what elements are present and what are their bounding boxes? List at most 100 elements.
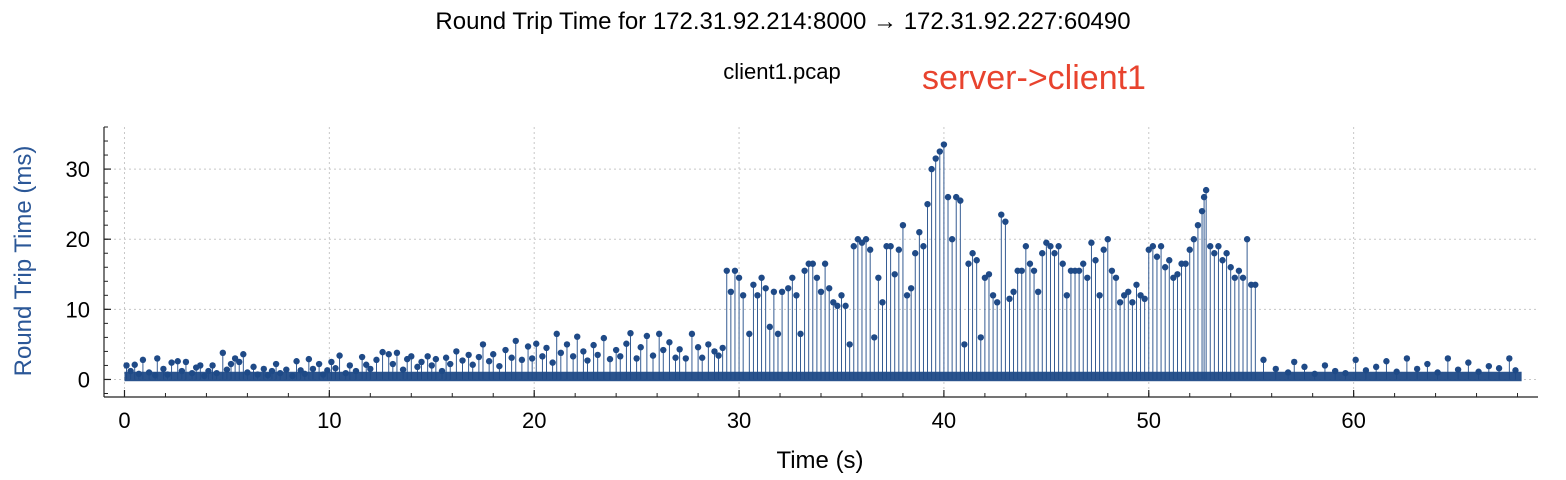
data-point bbox=[1506, 355, 1513, 362]
data-point bbox=[197, 362, 204, 369]
data-point bbox=[940, 141, 948, 148]
data-point bbox=[315, 360, 323, 368]
data-point bbox=[606, 355, 614, 363]
data-point bbox=[727, 288, 735, 296]
data-point bbox=[154, 355, 161, 362]
y-tick-label: 0 bbox=[78, 367, 90, 392]
data-point bbox=[785, 285, 792, 292]
data-point bbox=[553, 330, 560, 338]
data-point bbox=[719, 344, 726, 352]
data-point bbox=[993, 299, 1001, 306]
y-tick-label: 10 bbox=[66, 297, 90, 322]
data-point bbox=[948, 236, 956, 243]
data-point bbox=[447, 360, 454, 368]
data-point bbox=[1227, 264, 1234, 271]
data-point bbox=[1200, 193, 1208, 201]
data-point bbox=[260, 365, 267, 373]
data-point bbox=[1231, 274, 1239, 281]
data-point bbox=[846, 341, 853, 348]
data-point bbox=[688, 330, 696, 338]
data-point bbox=[1006, 295, 1013, 303]
data-point bbox=[1096, 292, 1103, 299]
data-point bbox=[563, 341, 571, 348]
data-point bbox=[793, 292, 800, 299]
data-point bbox=[442, 354, 450, 361]
data-point bbox=[528, 355, 536, 362]
data-point bbox=[969, 250, 976, 257]
data-point bbox=[754, 292, 761, 299]
data-point bbox=[305, 355, 313, 363]
data-point bbox=[508, 354, 515, 361]
data-point bbox=[821, 260, 829, 267]
data-point bbox=[569, 353, 577, 360]
data-point bbox=[131, 361, 138, 368]
data-point bbox=[612, 346, 620, 354]
data-point bbox=[1084, 274, 1091, 281]
data-point bbox=[1047, 243, 1054, 250]
data-point bbox=[1243, 236, 1251, 243]
data-point bbox=[1030, 267, 1038, 274]
data-point bbox=[1186, 246, 1193, 253]
data-point bbox=[903, 292, 911, 299]
data-point bbox=[518, 356, 526, 364]
data-point bbox=[936, 148, 944, 155]
data-point bbox=[1166, 257, 1173, 264]
data-point bbox=[1153, 253, 1161, 260]
data-point bbox=[676, 346, 683, 353]
data-point bbox=[879, 299, 886, 306]
data-point bbox=[236, 358, 243, 366]
data-point bbox=[250, 363, 257, 371]
data-point bbox=[227, 360, 235, 368]
data-point bbox=[399, 366, 407, 373]
data-point bbox=[1194, 221, 1202, 229]
data-point bbox=[1202, 186, 1210, 194]
data-point bbox=[965, 260, 972, 267]
data-point bbox=[617, 353, 624, 360]
data-point bbox=[715, 352, 722, 359]
data-point bbox=[1198, 207, 1206, 215]
data-markers bbox=[123, 141, 1522, 382]
data-point bbox=[766, 323, 773, 331]
data-point bbox=[850, 243, 857, 250]
x-tick-label: 20 bbox=[522, 408, 546, 433]
data-point bbox=[762, 285, 769, 292]
data-point bbox=[977, 334, 984, 341]
data-point bbox=[809, 260, 817, 267]
data-point bbox=[774, 330, 782, 338]
data-point bbox=[139, 356, 147, 364]
data-point bbox=[705, 341, 712, 348]
data-point bbox=[1321, 362, 1329, 369]
data-point bbox=[643, 332, 651, 340]
data-point bbox=[1252, 281, 1259, 288]
data-point bbox=[1413, 365, 1421, 373]
data-point bbox=[1207, 243, 1214, 250]
data-point bbox=[1055, 243, 1062, 250]
data-point bbox=[490, 351, 497, 358]
data-point bbox=[1372, 363, 1380, 371]
data-point bbox=[1059, 260, 1066, 267]
data-point bbox=[801, 267, 808, 274]
data-point bbox=[1034, 288, 1042, 296]
chart-annotation: server->client1 bbox=[922, 59, 1146, 97]
chart-subtitle: client1.pcap bbox=[723, 59, 840, 84]
data-point bbox=[1104, 236, 1112, 243]
data-point bbox=[1051, 250, 1058, 257]
x-tick-label: 0 bbox=[118, 408, 130, 433]
data-point bbox=[293, 358, 300, 365]
data-point bbox=[1239, 274, 1247, 281]
data-point bbox=[973, 257, 980, 264]
data-point bbox=[428, 362, 435, 369]
data-point bbox=[465, 351, 472, 359]
data-point bbox=[825, 285, 833, 292]
tick-labels: 0 10 20 30 40 50 60 0 10 20 30 bbox=[66, 157, 1366, 433]
data-point bbox=[1129, 299, 1136, 306]
data-point bbox=[240, 351, 247, 358]
data-point bbox=[623, 340, 630, 347]
data-point bbox=[1116, 299, 1124, 306]
data-point bbox=[834, 302, 841, 310]
data-point bbox=[1088, 239, 1095, 246]
data-point bbox=[1125, 288, 1132, 296]
data-point bbox=[1444, 355, 1452, 362]
data-point bbox=[944, 193, 952, 201]
data-point bbox=[1174, 271, 1181, 278]
